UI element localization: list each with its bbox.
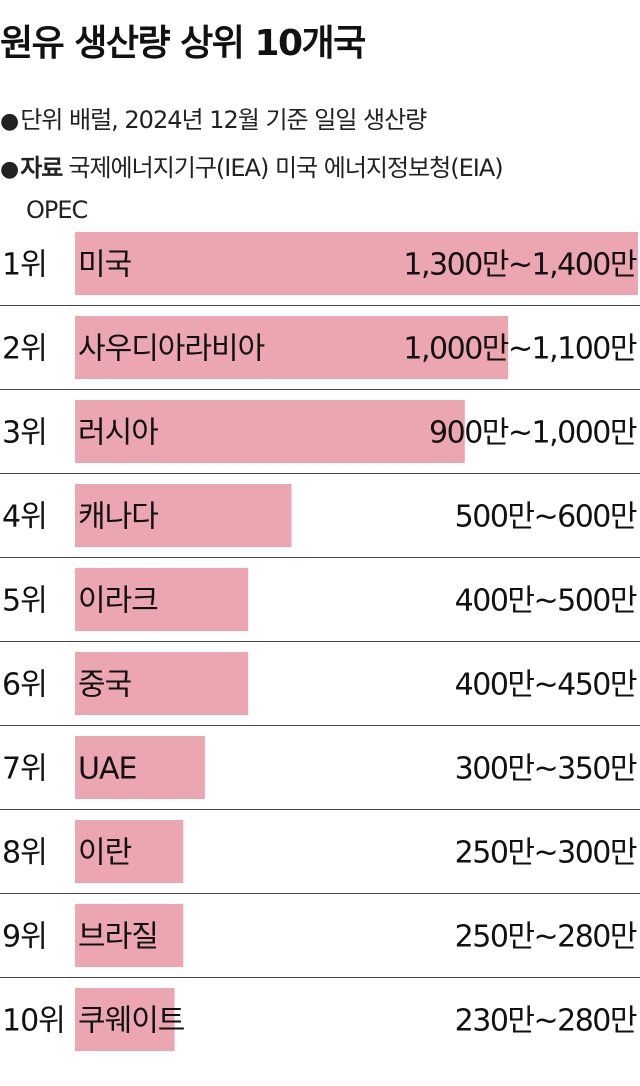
- category-label: 이라크: [78, 584, 158, 619]
- source-note: ●자료 국제에너지기구(IEA) 미국 에너지정보청(EIA): [0, 148, 504, 183]
- value-label: 300만~350만: [455, 752, 637, 787]
- rank-label: 3위: [2, 416, 47, 451]
- bar: [75, 316, 509, 379]
- source-text-continued: OPEC: [26, 196, 88, 224]
- value-label: 900만~1,000만: [429, 416, 637, 451]
- category-label: 중국: [78, 668, 132, 703]
- bullet-icon: ●: [0, 109, 19, 134]
- bar: [75, 736, 205, 799]
- rank-label: 5위: [2, 584, 47, 619]
- value-label: 400만~450만: [455, 668, 637, 703]
- source-label: 자료: [20, 154, 63, 182]
- category-label: 이란: [78, 836, 132, 871]
- source-text: 국제에너지기구(IEA) 미국 에너지정보청(EIA): [68, 154, 503, 182]
- chart-title: 원유 생산량 상위 10개국: [0, 23, 366, 64]
- category-label: 쿠웨이트: [78, 1004, 185, 1039]
- bar: [75, 484, 292, 547]
- bar: [75, 232, 638, 295]
- category-label: 사우디아라비아: [78, 332, 265, 367]
- category-label: 미국: [78, 248, 132, 283]
- rank-label: 2위: [2, 332, 47, 367]
- value-label: 250만~300만: [455, 836, 637, 871]
- rank-label: 7위: [2, 752, 47, 787]
- bar: [75, 820, 184, 883]
- value-label: 250만~280만: [455, 920, 637, 955]
- value-label: 500만~600만: [455, 500, 637, 535]
- category-label: 러시아: [78, 416, 158, 451]
- rank-label: 10위: [2, 1004, 65, 1039]
- category-label: UAE: [78, 752, 136, 787]
- bar: [75, 988, 175, 1051]
- bar: [75, 568, 249, 631]
- rank-label: 4위: [2, 500, 47, 535]
- value-label: 400만~500만: [455, 584, 637, 619]
- category-label: 캐나다: [78, 500, 158, 535]
- bar: [75, 904, 184, 967]
- rank-label: 9위: [2, 920, 47, 955]
- rank-label: 1위: [2, 248, 47, 283]
- unit-text: 단위 배럴, 2024년 12월 기준 일일 생산량: [20, 106, 427, 134]
- bar-chart: 1위 미국 1,300만~1,400만 2위 사우디아라비아 1,000만~1,100만 3…: [0, 232, 640, 1051]
- value-label: 1,000만~1,100만: [403, 332, 637, 367]
- rank-label: 8위: [2, 836, 47, 871]
- value-label: 230만~280만: [455, 1004, 637, 1039]
- bullet-icon: ●: [0, 157, 19, 182]
- rank-label: 6위: [2, 668, 47, 703]
- unit-note: ●단위 배럴, 2024년 12월 기준 일일 생산량: [0, 100, 427, 135]
- bar: [75, 652, 249, 715]
- category-label: 브라질: [78, 920, 158, 955]
- bar: [75, 400, 465, 463]
- value-label: 1,300만~1,400만: [403, 248, 637, 283]
